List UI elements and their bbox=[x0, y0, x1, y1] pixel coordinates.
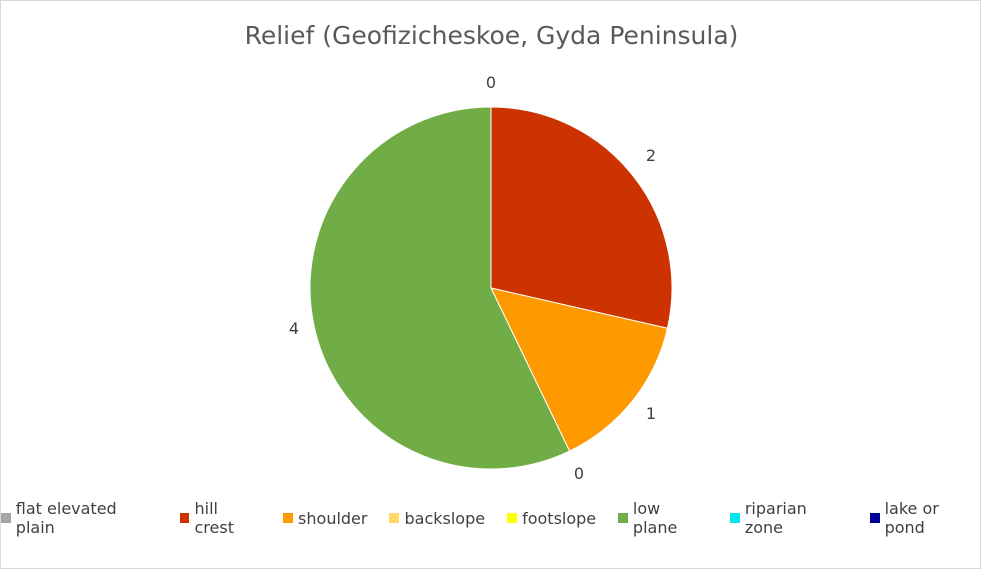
legend-swatch bbox=[507, 513, 518, 523]
legend-item-hill-crest: hill crest bbox=[179, 499, 261, 537]
legend-swatch bbox=[179, 513, 190, 523]
data-label-hill-crest: 2 bbox=[646, 146, 656, 165]
legend-item-lake-or-pond: lake or pond bbox=[869, 499, 981, 537]
legend-label: backslope bbox=[404, 508, 486, 528]
legend-item-flat-elevated-plain: flat elevated plain bbox=[1, 499, 158, 537]
pie-slice-low-plane bbox=[309, 106, 571, 470]
legend-swatch bbox=[618, 513, 628, 523]
data-label-extra: 0 bbox=[574, 464, 584, 483]
data-label-shoulder: 1 bbox=[646, 404, 656, 423]
legend-swatch bbox=[1, 513, 11, 523]
legend-label: low plane bbox=[632, 499, 678, 537]
legend-swatch bbox=[283, 513, 294, 523]
legend-label: footslope bbox=[522, 508, 597, 528]
legend-label: hill crest bbox=[194, 499, 234, 537]
legend-item-footslope: footslope bbox=[507, 509, 596, 528]
data-label-flat-elevated-plain: 0 bbox=[486, 73, 496, 92]
legend-label: lake or pond bbox=[884, 499, 939, 537]
legend-item-low-plane: low plane bbox=[618, 499, 708, 537]
pie-slices bbox=[309, 106, 673, 470]
legend-item-shoulder: shoulder bbox=[283, 509, 367, 528]
legend-swatch bbox=[730, 513, 740, 523]
legend-label: shoulder bbox=[298, 508, 368, 528]
legend-item-riparian-zone: riparian zone bbox=[730, 499, 848, 537]
legend-item-backslope: backslope bbox=[389, 509, 485, 528]
data-label-low-plane: 4 bbox=[289, 319, 299, 338]
legend-label: flat elevated plain bbox=[15, 499, 117, 537]
legend-swatch bbox=[869, 513, 880, 523]
legend-swatch bbox=[389, 513, 400, 523]
chart-title: Relief (Geofizicheskoe, Gyda Peninsula) bbox=[244, 21, 739, 50]
data-labels: 0 2 1 4 0 bbox=[289, 73, 656, 483]
pie-slice-hill-crest bbox=[490, 106, 673, 329]
legend-label: riparian zone bbox=[744, 499, 807, 537]
pie-slice-shoulder bbox=[490, 287, 669, 452]
legend: flat elevated plain hill crest shoulder bac… bbox=[1, 499, 981, 537]
